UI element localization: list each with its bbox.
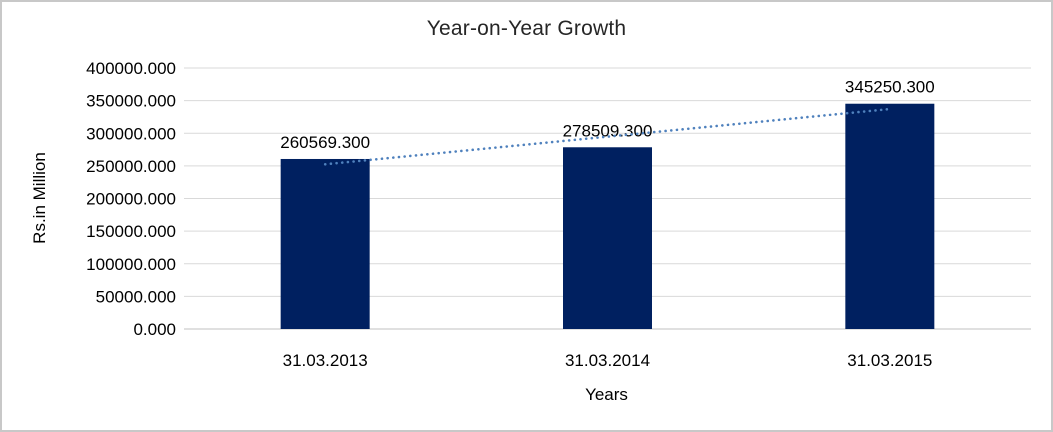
bar-31.03.2014 bbox=[563, 147, 652, 329]
y-tick-label: 200000.000 bbox=[86, 190, 176, 209]
y-tick-label: 0.000 bbox=[133, 320, 176, 339]
y-tick-label: 150000.000 bbox=[86, 222, 176, 241]
x-tick-label: 31.03.2014 bbox=[565, 351, 650, 370]
y-tick-label: 350000.000 bbox=[86, 92, 176, 111]
y-tick-label: 300000.000 bbox=[86, 124, 176, 143]
chart-title: Year-on-Year Growth bbox=[426, 17, 627, 40]
y-tick-label: 250000.000 bbox=[86, 157, 176, 176]
x-tick-label: 31.03.2013 bbox=[283, 351, 368, 370]
data-label-31.03.2013: 260569.300 bbox=[280, 133, 370, 152]
y-tick-label: 50000.000 bbox=[96, 287, 176, 306]
x-tick-label: 31.03.2015 bbox=[847, 351, 932, 370]
x-axis-title: Years bbox=[585, 385, 628, 404]
data-label-31.03.2014: 278509.300 bbox=[563, 121, 653, 140]
trendline bbox=[323, 107, 892, 166]
data-label-31.03.2015: 345250.300 bbox=[845, 78, 935, 97]
bar-31.03.2015 bbox=[845, 103, 935, 329]
y-tick-label: 100000.000 bbox=[86, 255, 176, 274]
bar-31.03.2013 bbox=[280, 158, 370, 329]
y-tick-label: 400000.000 bbox=[86, 59, 176, 78]
